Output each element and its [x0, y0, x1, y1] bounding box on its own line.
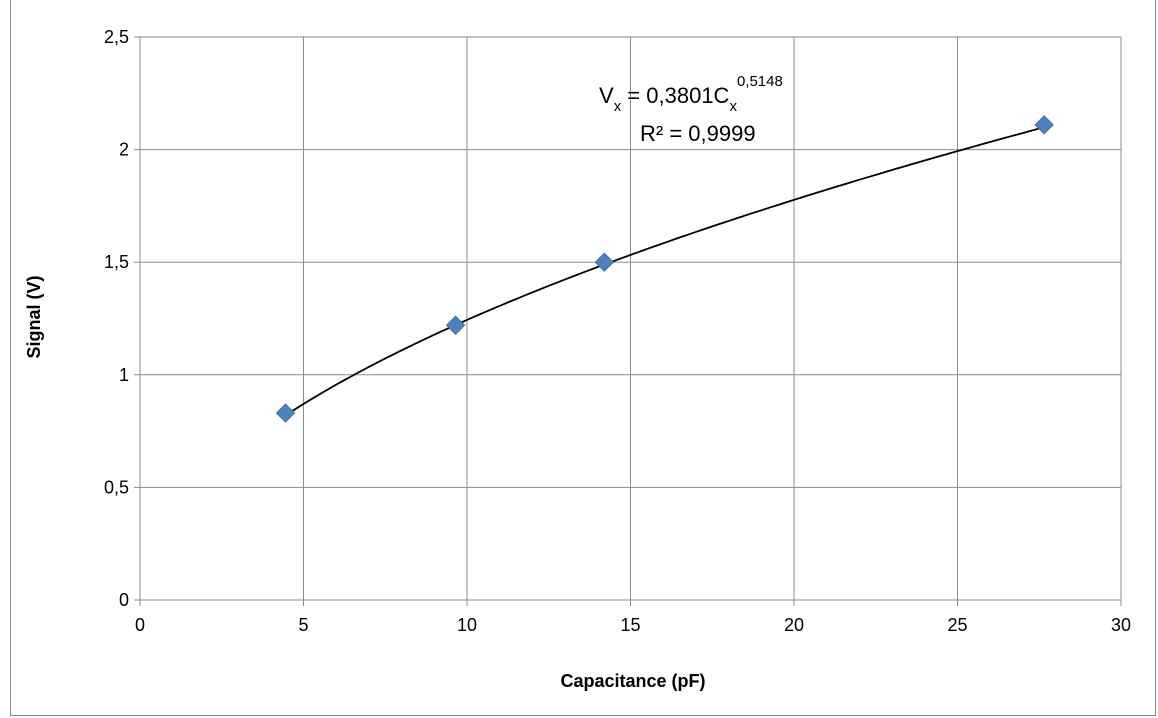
tick-labels: 0 5 10 15 20 25 30 0 0,5 1 1,5 2 2,5 [104, 27, 1131, 635]
equation-exponent: 0,5148 [737, 73, 783, 90]
trendline-layer [285, 126, 1045, 417]
equation-label: Vx = 0,3801Cx0,5148 [599, 73, 783, 115]
x-tick-label: 10 [457, 615, 477, 635]
equation-c-subscript: x [729, 98, 737, 115]
x-tick-label: 5 [298, 615, 308, 635]
x-tick-label: 15 [620, 615, 640, 635]
x-tick-label: 0 [135, 615, 145, 635]
data-point-marker [1034, 115, 1054, 135]
x-axis-title: Capacitance (pF) [560, 671, 705, 691]
equation-middle: = 0,3801C [621, 83, 729, 108]
y-tick-label: 1,5 [104, 252, 129, 272]
data-point-marker [275, 403, 296, 423]
x-tick-label: 20 [784, 615, 804, 635]
grid-layer [140, 36, 1122, 600]
data-point-marker [445, 315, 466, 335]
chart-frame [10, 0, 1156, 716]
y-tick-label: 2,5 [104, 27, 129, 47]
y-tick-label: 2 [119, 140, 129, 160]
axis-layer [134, 36, 1122, 606]
x-tick-label: 25 [947, 615, 967, 635]
trendline-equation: Vx = 0,3801Cx0,5148 R² = 0,9999 [599, 73, 783, 146]
equation-v-subscript: x [614, 98, 622, 115]
equation-v: V [599, 83, 614, 108]
y-axis-title: Signal (V) [24, 275, 44, 358]
y-tick-label: 1 [119, 365, 129, 385]
r-squared-label: R² = 0,9999 [640, 121, 756, 146]
trendline-curve [285, 126, 1045, 417]
x-tick-label: 30 [1111, 615, 1131, 635]
data-points [275, 115, 1054, 423]
y-tick-label: 0 [119, 590, 129, 610]
data-point-marker [594, 252, 615, 272]
y-tick-label: 0,5 [104, 477, 129, 497]
